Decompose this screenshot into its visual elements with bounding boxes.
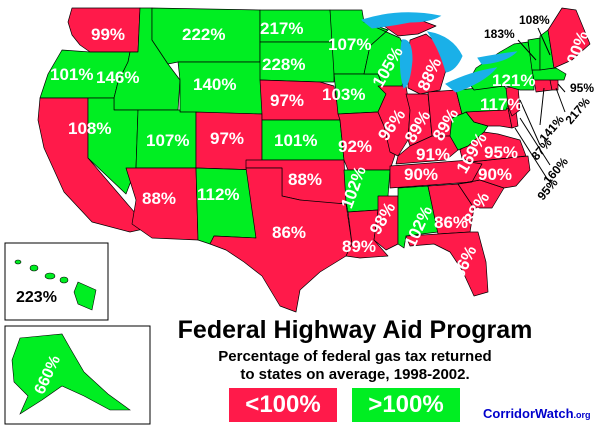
subtitle-line-1: Percentage of federal gas tax returned [218, 348, 492, 365]
label-ma: 95% [570, 81, 594, 95]
label-nm: 112% [197, 185, 240, 204]
label-tn: 90% [404, 165, 438, 184]
label-ga: 86% [434, 213, 468, 232]
lake-superior [360, 12, 442, 29]
state-va [459, 131, 527, 163]
credit-suffix: .org [573, 410, 591, 420]
state-tx [209, 167, 353, 313]
alaska-shape [11, 333, 131, 415]
label-ny: 121% [492, 71, 535, 90]
lake-michigan [399, 39, 413, 89]
state-fl [405, 231, 489, 297]
state-me [547, 7, 591, 69]
label-la: 89% [342, 237, 376, 256]
lake-huron [426, 31, 463, 73]
label-ut: 107% [146, 131, 189, 150]
label-nh: 108% [519, 13, 550, 27]
credit-main: CorridorWatch [483, 406, 574, 421]
label-nd: 217% [260, 19, 303, 38]
label-ri: 217% [562, 94, 593, 127]
legend-above-100: >100% [352, 388, 460, 422]
label-mn: 107% [328, 35, 371, 54]
lake-erie [445, 67, 498, 93]
label-vt: 183% [484, 27, 515, 41]
map-subtitle: Percentage of federal gas tax returned t… [150, 348, 560, 384]
lake-ontario [477, 51, 518, 65]
subtitle-line-2: to states on average, 1998-2002. [240, 366, 470, 383]
label-wa: 99% [91, 25, 125, 44]
label-wy: 140% [193, 75, 236, 94]
label-mo: 92% [338, 137, 372, 156]
map-title: Federal Highway Aid Program [177, 316, 533, 344]
label-nc: 90% [478, 165, 512, 184]
hawaii-islands [14, 259, 97, 311]
state-sd [259, 41, 335, 83]
label-pa: 117% [480, 95, 523, 114]
label-sd: 228% [262, 55, 305, 74]
label-az: 88% [142, 189, 176, 208]
label-or: 101% [50, 65, 93, 84]
label-ne: 97% [270, 91, 304, 110]
label-tx: 86% [272, 223, 306, 242]
label-ok: 88% [288, 170, 322, 189]
state-nc [457, 155, 531, 189]
leader-lines [514, 27, 566, 181]
label-va: 95% [484, 143, 518, 162]
state-ga [427, 183, 475, 235]
label-id: 146% [96, 68, 139, 87]
label-nv: 108% [68, 119, 111, 138]
label-ia: 103% [322, 85, 365, 104]
label-ky: 91% [416, 145, 450, 164]
source-credit: CorridorWatch.org [483, 406, 591, 421]
label-co: 97% [210, 129, 244, 148]
label-hi: 223% [16, 289, 57, 306]
label-mt: 222% [182, 25, 225, 44]
label-ca: 91% [14, 171, 48, 190]
label-ks: 101% [274, 131, 317, 150]
legend-below-100: <100% [229, 388, 337, 422]
